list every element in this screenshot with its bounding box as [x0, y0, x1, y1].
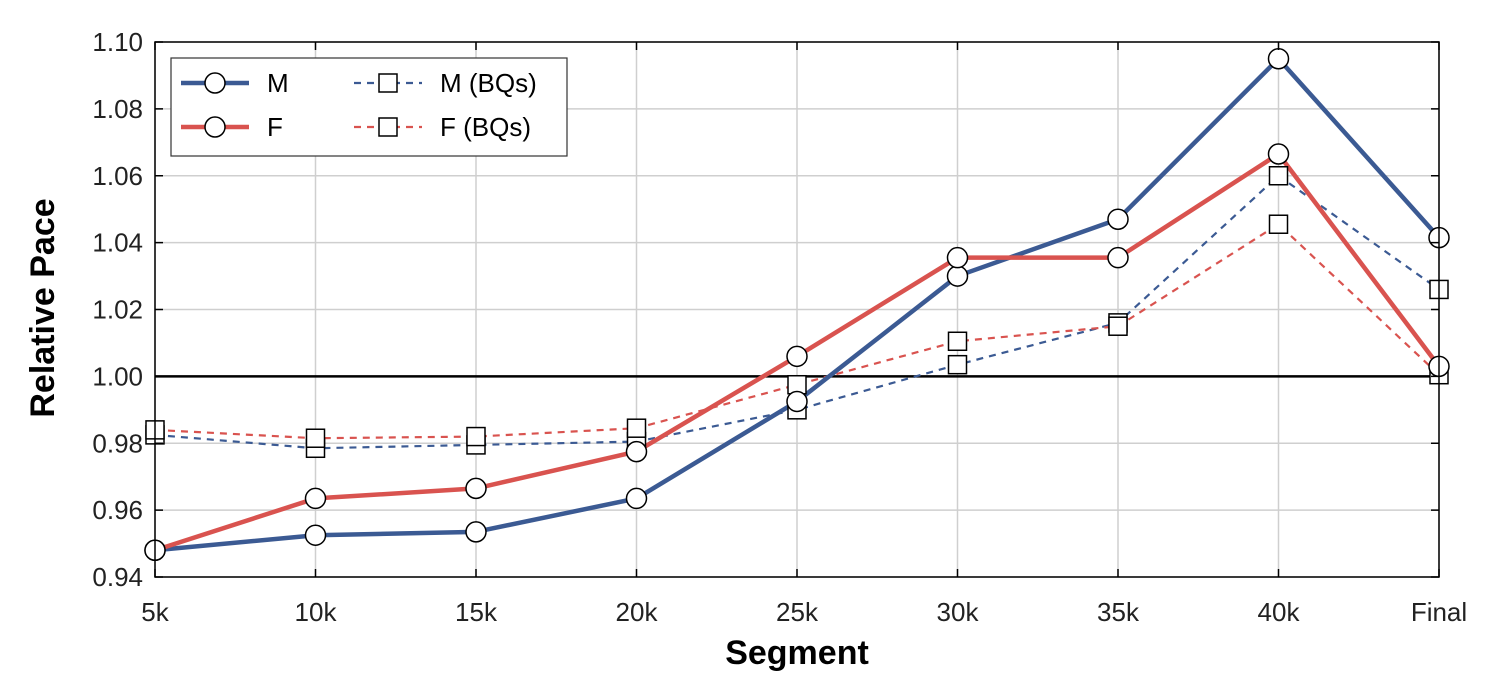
- point-m: [304, 524, 327, 546]
- legend-label-m-bqs: M (BQs): [440, 68, 537, 98]
- series-line-f-bqs: [154, 223, 1440, 440]
- point-f: [786, 345, 808, 368]
- x-tick-label: 40k: [1258, 597, 1301, 627]
- point-m: [625, 487, 648, 510]
- y-tick-label: 1.10: [92, 27, 143, 57]
- legend-label-f-bqs: F (BQs): [440, 112, 531, 142]
- point-m: [1107, 208, 1129, 230]
- x-tick-label: 30k: [937, 597, 980, 627]
- point-f-bqs: [626, 418, 647, 438]
- plot-frame: [154, 41, 1440, 578]
- legend-marker-f-bqs: [378, 117, 398, 137]
- y-tick-label: 1.04: [92, 228, 143, 258]
- y-tick-label: 1.00: [92, 361, 143, 391]
- point-f-bqs: [1108, 316, 1128, 336]
- y-tick-label: 0.96: [92, 495, 143, 525]
- x-tick-label: 25k: [776, 597, 819, 627]
- legend-label-m: M: [267, 68, 289, 98]
- point-f: [304, 487, 327, 510]
- point-f-bqs: [1268, 214, 1289, 234]
- point-f-bqs: [947, 331, 968, 352]
- legend-label-f: F: [267, 112, 283, 142]
- x-tick-label: 20k: [616, 597, 659, 627]
- series-line-m-bqs: [154, 174, 1440, 450]
- point-f: [1107, 246, 1129, 269]
- point-m: [1267, 47, 1290, 70]
- point-f: [1267, 143, 1290, 165]
- axes: 0.94 0.96 0.98 1.00 1.02 1.04 1.06 1.08 1.10 5k 10…: [92, 27, 1467, 627]
- point-m-bqs: [947, 354, 968, 375]
- y-tick-label: 1.02: [92, 295, 143, 325]
- x-tick-label: 10k: [295, 597, 338, 627]
- point-m: [786, 390, 808, 413]
- point-m: [946, 265, 969, 287]
- x-tick-label: 35k: [1097, 597, 1140, 627]
- y-tick-label: 1.08: [92, 94, 143, 124]
- point-f-bqs: [305, 428, 326, 448]
- y-tick-label: 1.06: [92, 161, 143, 191]
- point-f: [625, 440, 648, 463]
- y-axis-title: Relative Pace: [24, 198, 62, 417]
- x-tick-label: Final: [1411, 597, 1467, 627]
- point-m-bqs: [1268, 166, 1289, 186]
- x-tick-label: 15k: [455, 597, 498, 627]
- y-tick-label: 0.94: [92, 562, 143, 592]
- legend-marker-m-bqs: [378, 73, 398, 93]
- point-m: [465, 521, 487, 543]
- legend-box: [170, 57, 568, 157]
- legend-marker-m: [204, 72, 226, 94]
- y-tick-label: 0.98: [92, 428, 143, 458]
- point-f: [465, 477, 487, 500]
- legend: MF M (BQs) F (BQs): [170, 57, 568, 157]
- point-f-bqs: [466, 426, 486, 447]
- x-axis-title: Segment: [725, 634, 869, 672]
- x-tick-label: 5k: [141, 597, 169, 627]
- legend-marker-f: [204, 116, 226, 138]
- point-f: [946, 246, 969, 269]
